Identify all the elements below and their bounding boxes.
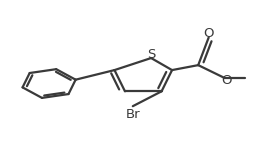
Text: O: O [203,27,214,40]
Text: O: O [222,74,232,87]
Text: S: S [147,48,155,61]
Text: Br: Br [125,108,140,121]
